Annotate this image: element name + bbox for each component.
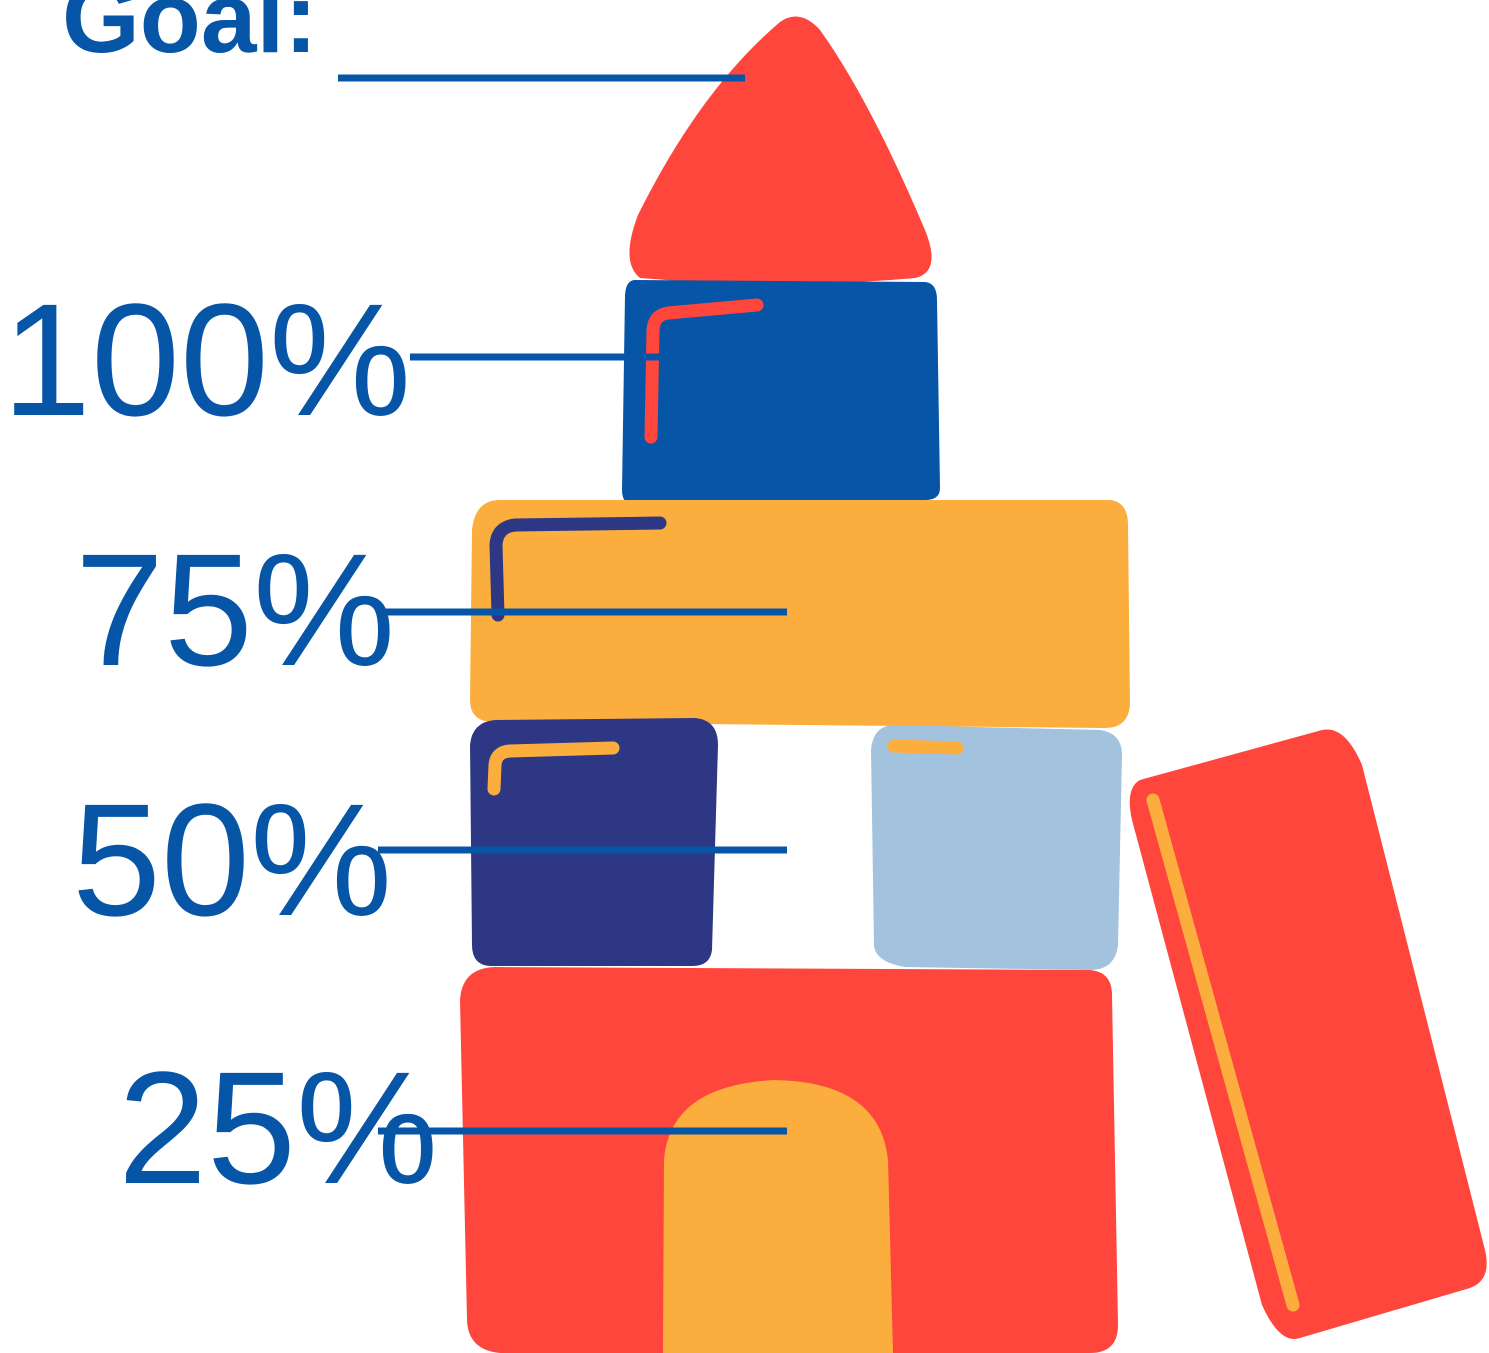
level-label: 75%	[75, 520, 395, 699]
orange-block-highlight	[489, 516, 667, 622]
base-arch	[663, 1080, 893, 1353]
level-label: 50%	[72, 770, 392, 949]
level-label: 100%	[2, 270, 411, 449]
leaning-block-highlight	[1146, 793, 1300, 1312]
navy-block	[470, 718, 718, 967]
navy-block-highlight	[487, 741, 620, 796]
light-blue-block	[871, 725, 1122, 970]
blue-block-highlight	[644, 298, 764, 444]
roof-block	[629, 16, 932, 285]
light-blue-block-highlight	[887, 739, 964, 755]
goal-label: Goal:	[62, 0, 318, 74]
orange-block	[470, 500, 1130, 728]
leaning-block	[1129, 729, 1487, 1340]
blue-block	[622, 280, 940, 505]
level-label: 25%	[118, 1038, 438, 1217]
